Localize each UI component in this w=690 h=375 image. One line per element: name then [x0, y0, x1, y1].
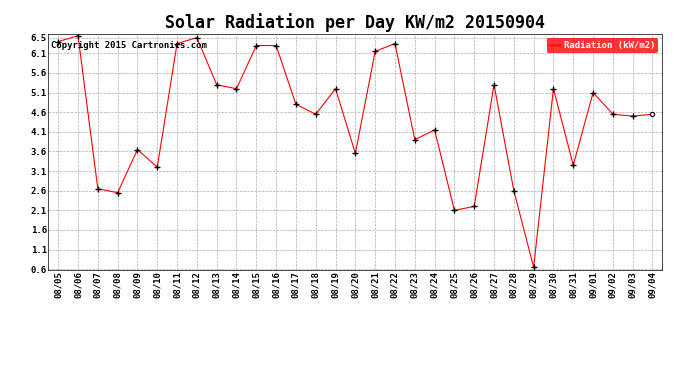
- Text: Copyright 2015 Cartronics.com: Copyright 2015 Cartronics.com: [51, 41, 207, 50]
- Legend: Radiation (kW/m2): Radiation (kW/m2): [546, 38, 658, 53]
- Title: Solar Radiation per Day KW/m2 20150904: Solar Radiation per Day KW/m2 20150904: [166, 13, 545, 32]
